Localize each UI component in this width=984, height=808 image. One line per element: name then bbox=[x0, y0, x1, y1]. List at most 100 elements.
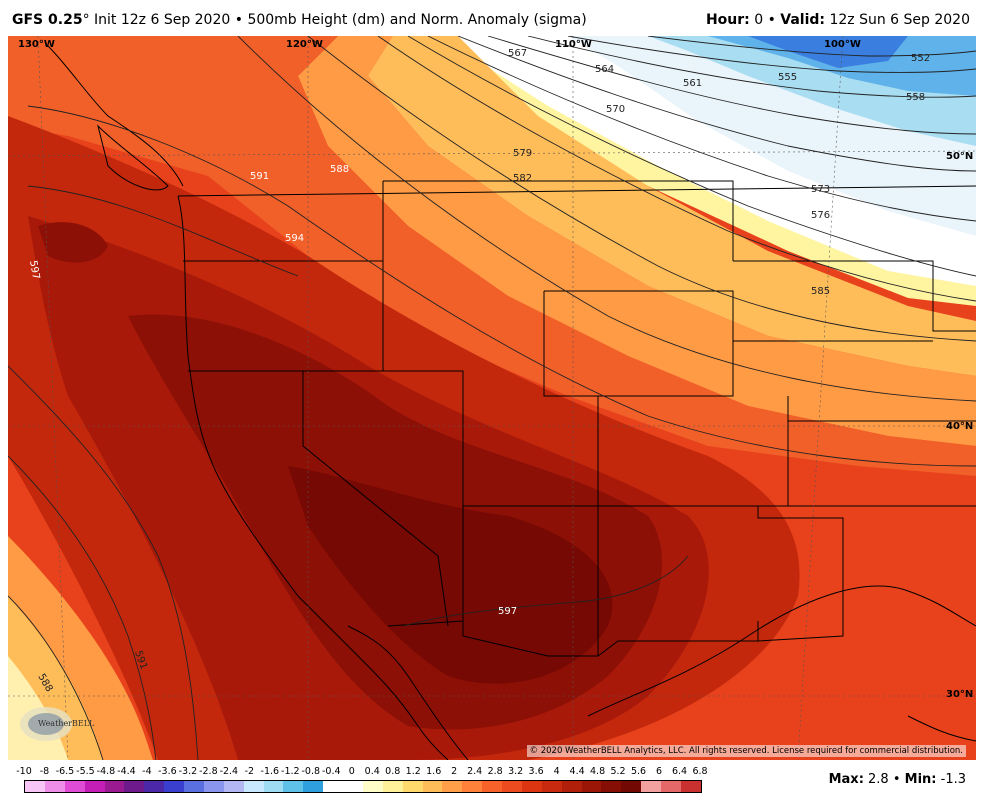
legend-tick-label: 6.4 bbox=[671, 766, 688, 777]
colorbar-swatch bbox=[223, 781, 244, 792]
colorbar-swatch bbox=[303, 781, 324, 792]
contour-label: 591 bbox=[250, 171, 269, 182]
legend-tick-label: 1.6 bbox=[426, 766, 442, 777]
legend-tick-label: 3.2 bbox=[508, 766, 524, 777]
colorbar-swatch bbox=[164, 781, 184, 792]
chart-title: GFS 0.25° Init 12z 6 Sep 2020 • 500mb He… bbox=[12, 12, 587, 28]
longitude-label: 100°W bbox=[824, 39, 861, 50]
legend-tick-label: 5.2 bbox=[610, 766, 626, 777]
colorbar-swatch bbox=[362, 781, 383, 792]
colorbar-swatch bbox=[661, 781, 681, 792]
colorbar-swatch bbox=[541, 781, 562, 792]
colorbar-swatch bbox=[104, 781, 125, 792]
colorbar-swatch bbox=[680, 781, 701, 792]
contour-label: 597 bbox=[498, 606, 517, 617]
legend-tick-label: -4.4 bbox=[117, 766, 136, 777]
legend-tick-label: -8 bbox=[39, 766, 50, 777]
legend-tick-label: -3.2 bbox=[178, 766, 198, 777]
contour-label: 558 bbox=[906, 92, 925, 103]
max-value: 2.8 • bbox=[863, 772, 905, 787]
contour-label: 585 bbox=[811, 286, 830, 297]
legend-tick-label: 0.8 bbox=[385, 766, 401, 777]
anomaly-band-red-orange bbox=[8, 36, 976, 476]
colorbar-swatch bbox=[561, 781, 582, 792]
contour-label: 567 bbox=[508, 48, 527, 59]
min-value: -1.3 bbox=[936, 772, 966, 787]
colorbar-swatch bbox=[203, 781, 224, 792]
legend-tick-label: 4 bbox=[553, 766, 560, 777]
model-name: GFS 0.25 bbox=[12, 12, 83, 28]
colorbar-swatch bbox=[323, 781, 343, 792]
anomaly-band-orange bbox=[298, 36, 976, 446]
contour-label: 552 bbox=[911, 53, 930, 64]
anomaly-spot-nw bbox=[38, 222, 108, 263]
init-description: Init 12z 6 Sep 2020 • 500mb Height (dm) … bbox=[89, 12, 587, 28]
legend: -10 -8 -6.5 -5.5 -4.8 -4.4 -4 -3.6 -3.2 -2.8 -2.4-… bbox=[0, 762, 984, 808]
colorbar-swatch bbox=[64, 781, 85, 792]
copyright-notice: © 2020 WeatherBELL Analytics, LLC. All r… bbox=[526, 745, 966, 757]
min-label: Min: bbox=[904, 772, 937, 787]
contour-label: 564 bbox=[595, 64, 614, 75]
colorbar-swatch bbox=[581, 781, 602, 792]
colorbar-swatch bbox=[84, 781, 105, 792]
anomaly-band-light-orange bbox=[368, 36, 976, 376]
legend-tick-label: -3.6 bbox=[158, 766, 177, 777]
legend-tick-label: 2 bbox=[451, 766, 458, 777]
height-contours bbox=[8, 36, 976, 760]
weatherbell-logo: WeatherBELL bbox=[20, 707, 95, 741]
contour-label: 579 bbox=[513, 148, 532, 159]
colorbar-swatch bbox=[343, 781, 363, 792]
max-label: Max: bbox=[828, 772, 864, 787]
legend-tick-label: 2.8 bbox=[487, 766, 503, 777]
political-borders bbox=[177, 180, 976, 657]
legend-tick-label: -10 bbox=[16, 766, 32, 777]
legend-tick-label: 4.4 bbox=[569, 766, 585, 777]
logo-text: WeatherBELL bbox=[38, 719, 95, 728]
hour-value: 0 • bbox=[749, 12, 781, 28]
colorbar-swatch bbox=[124, 781, 145, 792]
legend-tick-label: -2.4 bbox=[219, 766, 239, 777]
colorbar-swatch bbox=[243, 781, 264, 792]
latitude-label: 40°N bbox=[946, 421, 973, 432]
legend-tick-label: 6 bbox=[655, 766, 663, 777]
contour-label: 588 bbox=[330, 164, 349, 175]
weather-map[interactable]: 567 564 561 555 552 558 570 579 582 573 … bbox=[8, 36, 976, 760]
hour-label: Hour: bbox=[705, 12, 750, 28]
legend-tick-label: -4 bbox=[142, 766, 152, 777]
legend-tick-label: -1.2 bbox=[281, 766, 300, 777]
contour-label: 570 bbox=[606, 104, 625, 115]
legend-tick-label: -0.8 bbox=[301, 766, 321, 777]
legend-tick-label: 0 bbox=[348, 766, 355, 777]
legend-tick-label: -2.8 bbox=[199, 766, 218, 777]
valid-time: Hour: 0 • Valid: 12z Sun 6 Sep 2020 bbox=[706, 12, 970, 28]
legend-tick-label: -6.5 bbox=[55, 766, 75, 777]
legend-tick-label: -1.6 bbox=[260, 766, 280, 777]
legend-tick-label: -2 bbox=[244, 766, 255, 777]
legend-tick-label: 5.6 bbox=[630, 766, 647, 777]
coastlines bbox=[47, 45, 976, 760]
colorbar bbox=[24, 780, 702, 793]
legend-tick-label: -4.8 bbox=[96, 766, 116, 777]
anomaly-band-deep-blue bbox=[748, 36, 908, 68]
degree-symbol: ° bbox=[82, 12, 90, 28]
legend-ticks: -10 -8 -6.5 -5.5 -4.8 -4.4 -4 -3.6 -3.2 -2.8 -2.4-… bbox=[10, 766, 710, 778]
contour-labels: 567 564 561 555 552 558 570 579 582 573 … bbox=[27, 48, 930, 694]
contour-label: 594 bbox=[285, 233, 304, 244]
contour-label: 576 bbox=[811, 210, 830, 221]
colorbar-swatch bbox=[283, 781, 304, 792]
legend-tick-label: 6.8 bbox=[692, 766, 708, 777]
legend-tick-label: -0.4 bbox=[321, 766, 341, 777]
colorbar-swatch bbox=[462, 781, 483, 792]
longitude-label: 120°W bbox=[286, 39, 323, 50]
legend-tick-label: 1.2 bbox=[405, 766, 421, 777]
legend-tick-label: 3.6 bbox=[528, 766, 544, 777]
valid-label: Valid: bbox=[780, 12, 826, 28]
colorbar-swatch bbox=[482, 781, 502, 792]
longitude-label: 130°W bbox=[18, 39, 55, 50]
graticule bbox=[8, 36, 976, 760]
colorbar-swatch bbox=[621, 781, 642, 792]
colorbar-swatch bbox=[44, 781, 65, 792]
latitude-label: 50°N bbox=[946, 151, 973, 162]
colorbar-swatch bbox=[402, 781, 423, 792]
contour-label: 582 bbox=[513, 173, 532, 184]
